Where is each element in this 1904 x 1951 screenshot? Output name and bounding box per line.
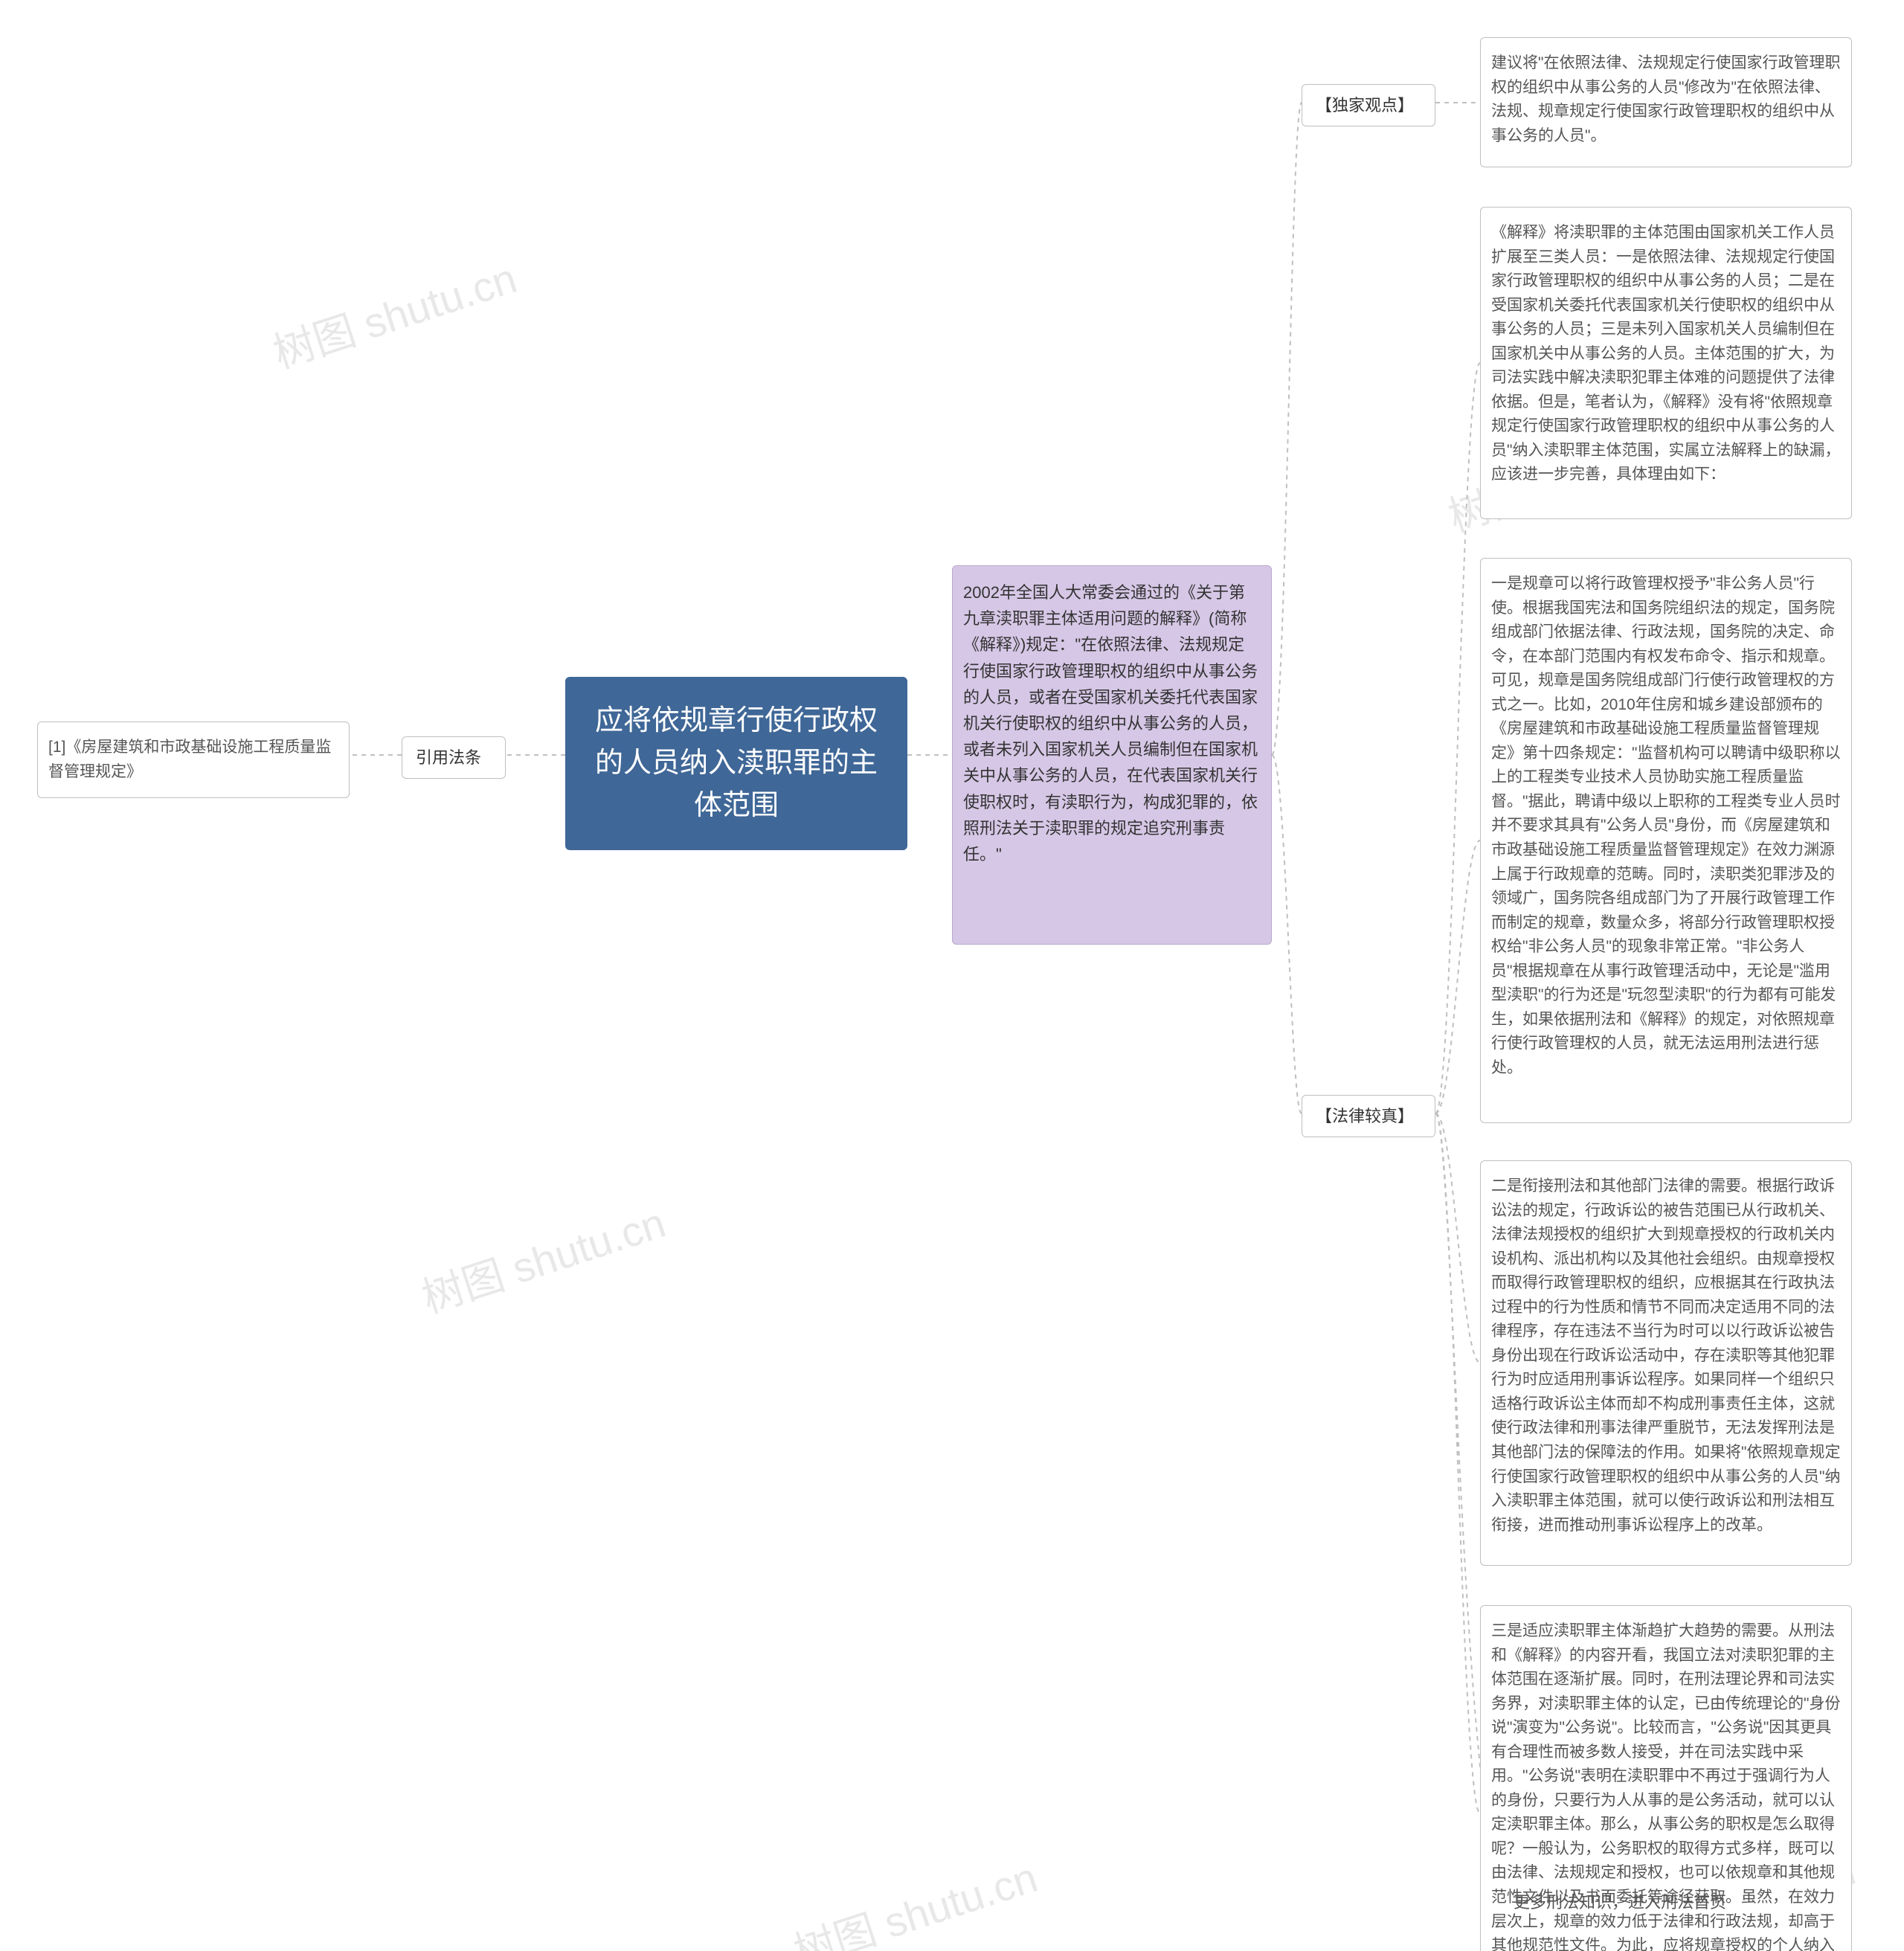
legal-detail-2[interactable]: 二是衔接刑法和其他部门法律的需要。根据行政诉讼法的规定，行政诉讼的被告范围已从行…	[1480, 1160, 1852, 1566]
connector	[1435, 1113, 1480, 1363]
bottom-note[interactable]: 更多刑法知识，进入刑法首页	[1514, 1889, 1726, 1913]
paragraph-node[interactable]: 2002年全国人大常委会通过的《关于第九章渎职罪主体适用问题的解释》(简称《解释…	[952, 565, 1272, 945]
root-node[interactable]: 应将依规章行使行政权的人员纳入渎职罪的主体范围	[565, 677, 907, 850]
viewpoint-detail[interactable]: 建议将"在依照法律、法规规定行使国家行政管理职权的组织中从事公务的人员"修改为"…	[1480, 37, 1852, 167]
viewpoint-label[interactable]: 【独家观点】	[1302, 84, 1435, 126]
legal-detail-0[interactable]: 《解释》将渎职罪的主体范围由国家机关工作人员扩展至三类人员：一是依照法律、法规规…	[1480, 207, 1852, 519]
left-leaf-citation-detail[interactable]: [1]《房屋建筑和市政基础设施工程质量监督管理规定》	[37, 721, 350, 798]
watermark-4: 树图 shutu.cn	[785, 1845, 1044, 1951]
connector	[1435, 1113, 1480, 1813]
connector	[1435, 363, 1480, 1113]
legal-detail-1[interactable]: 一是规章可以将行政管理权授予"非公务人员"行使。根据我国宪法和国务院组织法的规定…	[1480, 558, 1852, 1123]
connector	[1272, 755, 1302, 1113]
watermark-3: 树图 shutu.cn	[414, 1190, 672, 1325]
connector	[1435, 840, 1480, 1113]
connector	[1272, 103, 1302, 755]
legal-label[interactable]: 【法律较真】	[1302, 1095, 1435, 1137]
watermark-1: 树图 shutu.cn	[265, 245, 524, 381]
left-label-citation[interactable]: 引用法条	[402, 736, 506, 779]
